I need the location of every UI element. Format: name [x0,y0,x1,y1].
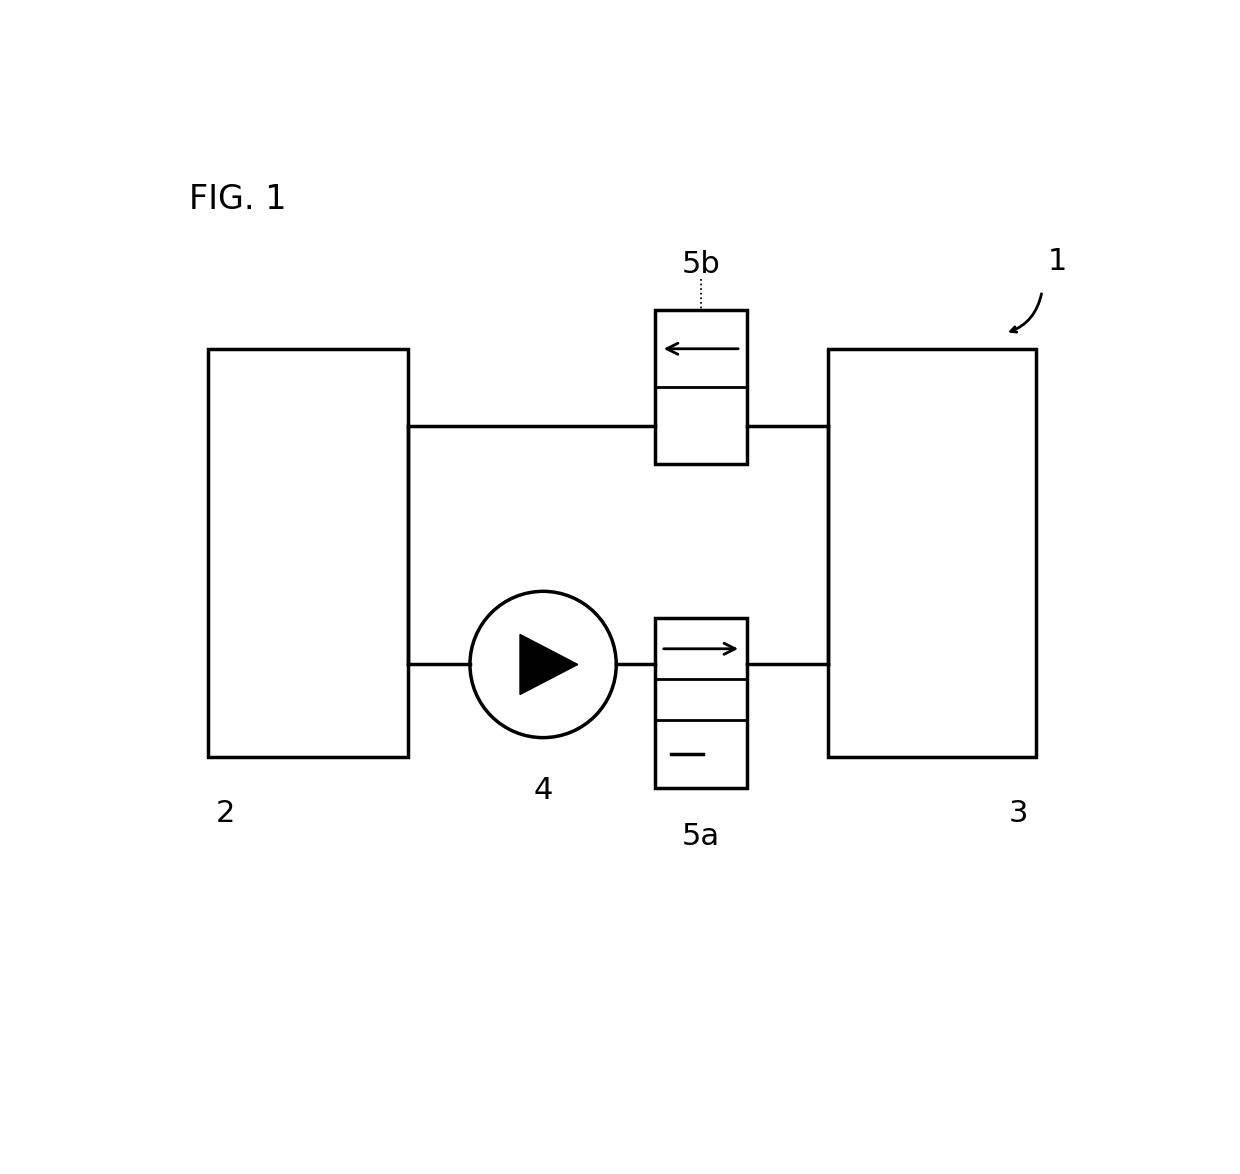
Text: 5a: 5a [682,822,720,851]
Text: 1: 1 [1048,247,1066,276]
Bar [655,619,748,788]
Bar [655,310,748,464]
Polygon shape [520,634,578,695]
Text: 2: 2 [216,799,236,828]
Circle shape [470,592,616,737]
Text: 5b: 5b [682,250,720,279]
Text: 3: 3 [1008,799,1028,828]
Text: FIG. 1: FIG. 1 [188,183,286,216]
Text: 4: 4 [533,776,553,805]
Bar [208,349,408,757]
Bar [828,349,1035,757]
